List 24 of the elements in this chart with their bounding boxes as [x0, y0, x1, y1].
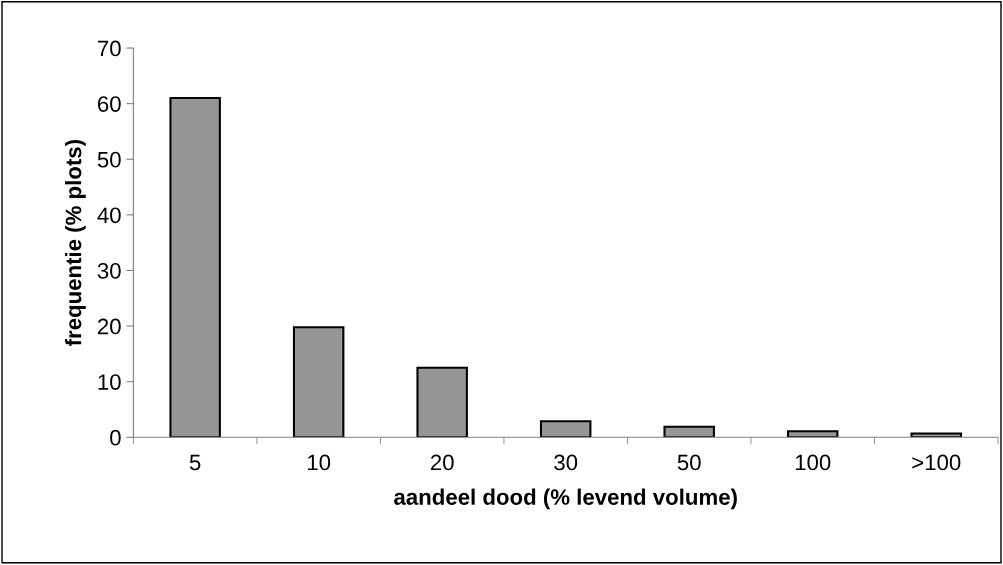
y-tick-label: 10 — [98, 374, 121, 390]
y-tick-label: 60 — [98, 96, 121, 112]
bar — [416, 366, 468, 438]
bar — [910, 432, 962, 438]
y-tick-label: 20 — [98, 318, 121, 335]
y-axis-title: frequentie (% plots) — [65, 140, 86, 346]
x-tick-label: 20 — [430, 454, 454, 471]
y-tick-label: 0 — [110, 429, 121, 446]
x-axis-title: aandeel dood (% levend volume) — [394, 488, 737, 510]
x-tick-label: 50 — [677, 454, 701, 471]
bar — [539, 420, 592, 438]
x-tick-label: 30 — [554, 454, 578, 471]
y-tick-label: 70 — [98, 40, 121, 57]
bar — [169, 97, 221, 438]
x-tick-label: 5 — [189, 454, 201, 471]
x-tick-label: 10 — [308, 454, 331, 471]
y-tick-label: 40 — [97, 207, 121, 224]
bar — [292, 326, 345, 438]
bar — [663, 425, 715, 438]
bar — [786, 430, 839, 438]
y-tick-label: 50 — [97, 151, 121, 168]
x-tick-label: >100 — [912, 454, 961, 471]
y-tick-label: 30 — [97, 263, 121, 279]
x-tick-label: 100 — [795, 454, 831, 471]
